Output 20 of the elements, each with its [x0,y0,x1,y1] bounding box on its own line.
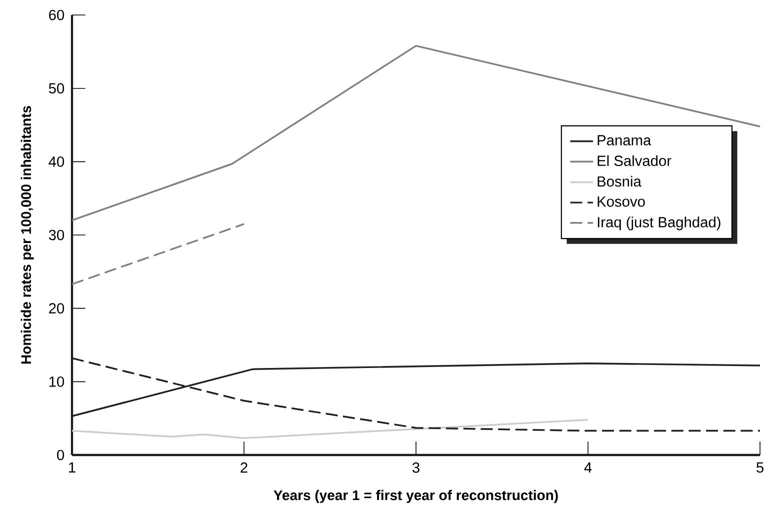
legend-label: Iraq (just Baghdad) [598,216,720,230]
y-tick-label: 40 [48,156,64,167]
y-tick-label: 60 [49,10,64,20]
legend-label: Kosovo [598,196,645,207]
x-tick-label: 4 [584,462,592,472]
y-tick-label: 20 [49,303,64,314]
y-axis-title: Homicide rates per 100,000 inhabitants [20,106,34,364]
y-tick-label: 0 [57,450,64,460]
y-tick-label: 50 [48,83,64,94]
legend-label: Panama [598,135,652,146]
legend-label: El Salvador [598,155,672,166]
line-series [71,418,589,440]
x-tick-label: 2 [240,462,248,473]
y-tick-label: 10 [49,376,64,387]
x-axis-title: Years (year 1 = first year of reconstruction) [274,490,558,503]
legend-label: Bosnia [598,176,642,187]
x-tick-label: 3 [412,462,420,473]
y-tick-label: 30 [48,230,64,240]
x-tick-label: 1 [69,462,76,472]
x-tick-label: 5 [756,462,764,473]
